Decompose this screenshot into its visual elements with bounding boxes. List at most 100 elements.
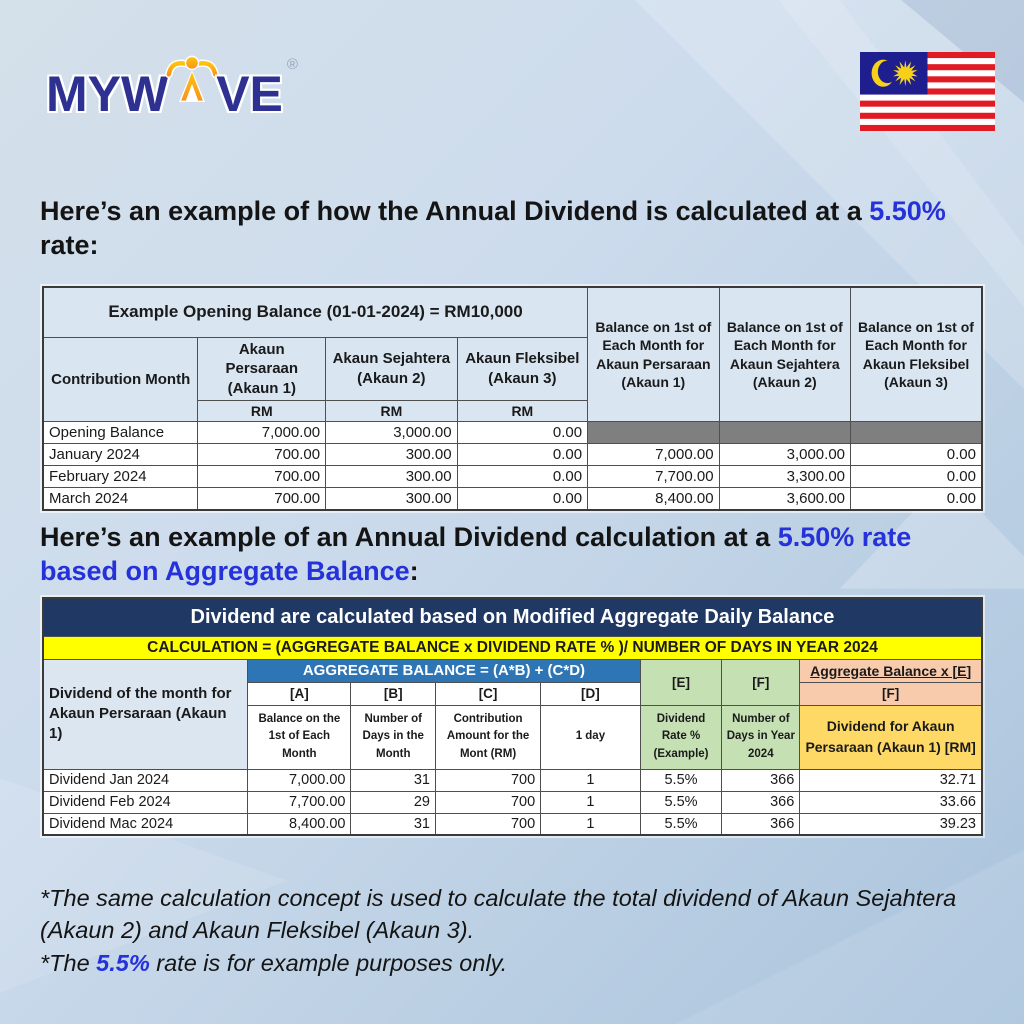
table1-unit-row: RM RM RM: [43, 400, 982, 422]
value-e-cell: 5.5%: [639, 812, 723, 836]
heading-text: :: [409, 556, 419, 587]
registered-trademark-icon: ®: [286, 56, 298, 73]
contribution-value-cell: 0.00: [456, 465, 589, 488]
contribution-value-cell: 700.00: [197, 443, 327, 466]
balance-value-cell: [718, 421, 852, 444]
contribution-value-cell: 0.00: [456, 443, 589, 466]
table1-data-row: January 2024 700.00 300.00 0.00 7,000.00 3,00…: [42, 443, 983, 466]
dividend-label-cell: Dividend Feb 2024: [42, 790, 249, 814]
contribution-value-cell: 700.00: [197, 465, 327, 488]
balance-value-cell: 8,400.00: [587, 487, 720, 510]
month-label-cell: March 2024: [42, 487, 199, 510]
balance-value-cell: 0.00: [850, 465, 983, 488]
calculation-formula: CALCULATION = (AGGREGATE BALANCE x DIVID…: [42, 635, 983, 660]
balance-column-header: Balance on 1st of Each Month for Akaun P…: [587, 286, 720, 422]
balance-value-cell: 7,700.00: [587, 465, 720, 488]
table2-data-row: Dividend Jan 2024 7,000.00 31 700 1 5.5% 366 32…: [42, 768, 983, 792]
column-b-header: [B]: [350, 681, 436, 706]
balance-value-cell: [850, 421, 983, 444]
opening-balance-table: Example Opening Balance (01-01-2024) = R…: [42, 286, 983, 511]
column-f-description: Number of Days in Year 2024: [721, 704, 801, 770]
month-label-cell: January 2024: [42, 443, 199, 466]
table2-data-row: Dividend Feb 2024 7,700.00 29 700 1 5.5% 366 33…: [42, 790, 983, 814]
contribution-value-cell: 300.00: [325, 465, 458, 488]
value-b-cell: 31: [350, 812, 436, 836]
rate-highlight: 5.50% rate based on Aggregate Balance: [40, 522, 912, 587]
result-header-line2: [F]: [799, 681, 983, 706]
balance-value-cell: [587, 421, 720, 444]
table2-description-row: Balance on the 1st of Each Month Number …: [43, 704, 983, 770]
column-a-description: Balance on the 1st of Each Month: [247, 704, 352, 770]
aggregate-balance-header: AGGREGATE BALANCE = (A*B) + (C*D): [247, 658, 641, 683]
column-f-header: [F]: [721, 658, 801, 706]
balance-column-header: Balance on 1st of Each Month for Akaun F…: [850, 286, 983, 422]
rate-highlight: 5.50%: [869, 196, 946, 226]
value-f-cell: 366: [721, 812, 801, 836]
account-column-header: Akaun Fleksibel (Akaun 3): [456, 336, 589, 401]
heading-text: Here’s an example of an Annual Dividend …: [40, 522, 778, 552]
table1-data-row: March 2024 700.00 300.00 0.00 8,400.00 3,600.…: [42, 487, 983, 510]
balance-value-cell: 3,600.00: [718, 487, 852, 510]
aggregate-dividend-table-wrap: Dividend are calculated based on Modifie…: [42, 597, 983, 836]
contribution-value-cell: 7,000.00: [197, 421, 327, 444]
value-a-cell: 7,000.00: [247, 768, 352, 792]
dividend-result-cell: 39.23: [799, 812, 983, 836]
column-a-header: [A]: [247, 681, 352, 706]
aggregate-dividend-table: Dividend are calculated based on Modifie…: [42, 597, 983, 836]
value-e-cell: 5.5%: [639, 790, 723, 814]
column-c-description: Contribution Amount for the Mont (RM): [434, 704, 542, 770]
table2-calculation-row: CALCULATION = (AGGREGATE BALANCE x DIVID…: [42, 635, 983, 660]
table2-title-row: Dividend are calculated based on Modifie…: [42, 597, 983, 637]
contribution-value-cell: 0.00: [456, 487, 589, 510]
column-e-header: [E]: [639, 658, 723, 706]
table1-header-row: Example Opening Balance (01-01-2024) = R…: [42, 286, 983, 422]
column-d-header: [D]: [540, 681, 641, 706]
value-b-cell: 29: [350, 790, 436, 814]
table2-header-row: Dividend of the month for Akaun Persaraa…: [42, 658, 983, 770]
value-f-cell: 366: [721, 790, 801, 814]
heading-text: Here’s an example of how the Annual Divi…: [40, 196, 870, 226]
intro-heading-1: Here’s an example of how the Annual Divi…: [40, 194, 990, 262]
table2-data-row: Dividend Mac 2024 8,400.00 31 700 1 5.5% 366 39…: [42, 812, 983, 836]
unit-cell: RM: [325, 400, 458, 422]
logo-text: MYW: [46, 66, 169, 122]
value-d-cell: 1: [540, 768, 641, 792]
dividend-result-cell: 32.71: [799, 768, 983, 792]
column-b-description: Number of Days in the Month: [350, 704, 436, 770]
balance-column-header: Balance on 1st of Each Month for Akaun S…: [718, 286, 852, 422]
value-a-cell: 7,700.00: [247, 790, 352, 814]
logo-text: VE: [216, 66, 283, 122]
unit-cell: RM: [197, 400, 327, 422]
column-c-header: [C]: [434, 681, 542, 706]
value-c-cell: 700: [434, 768, 542, 792]
contribution-value-cell: 3,000.00: [325, 421, 458, 444]
value-e-cell: 5.5%: [639, 768, 723, 792]
table2-title: Dividend are calculated based on Modifie…: [42, 597, 983, 637]
footnote-line-2: *The 5.5% rate is for example purposes o…: [40, 947, 985, 979]
result-header-line1: Aggregate Balance x [E]: [799, 658, 983, 683]
column-d-description: 1 day: [540, 704, 641, 770]
contribution-value-cell: 300.00: [325, 443, 458, 466]
balance-value-cell: 7,000.00: [587, 443, 720, 466]
value-c-cell: 700: [434, 812, 542, 836]
dividend-label-cell: Dividend Jan 2024: [42, 768, 249, 792]
account-column-header: Akaun Sejahtera (Akaun 2): [325, 336, 458, 401]
month-column-header: Contribution Month: [42, 336, 199, 422]
value-d-cell: 1: [540, 790, 641, 814]
malaysia-flag-icon: [860, 52, 995, 131]
table1-title: Example Opening Balance (01-01-2024) = R…: [42, 286, 589, 338]
table2-header-row: [A] [B] [C] [D] [F]: [43, 681, 983, 706]
value-c-cell: 700: [434, 790, 542, 814]
contribution-value-cell: 0.00: [456, 421, 589, 444]
intro-heading-2: Here’s an example of an Annual Dividend …: [40, 520, 990, 588]
value-a-cell: 8,400.00: [247, 812, 352, 836]
person-raised-arms-icon: [165, 55, 220, 103]
dividend-result-cell: 33.66: [799, 790, 983, 814]
month-label-cell: February 2024: [42, 465, 199, 488]
